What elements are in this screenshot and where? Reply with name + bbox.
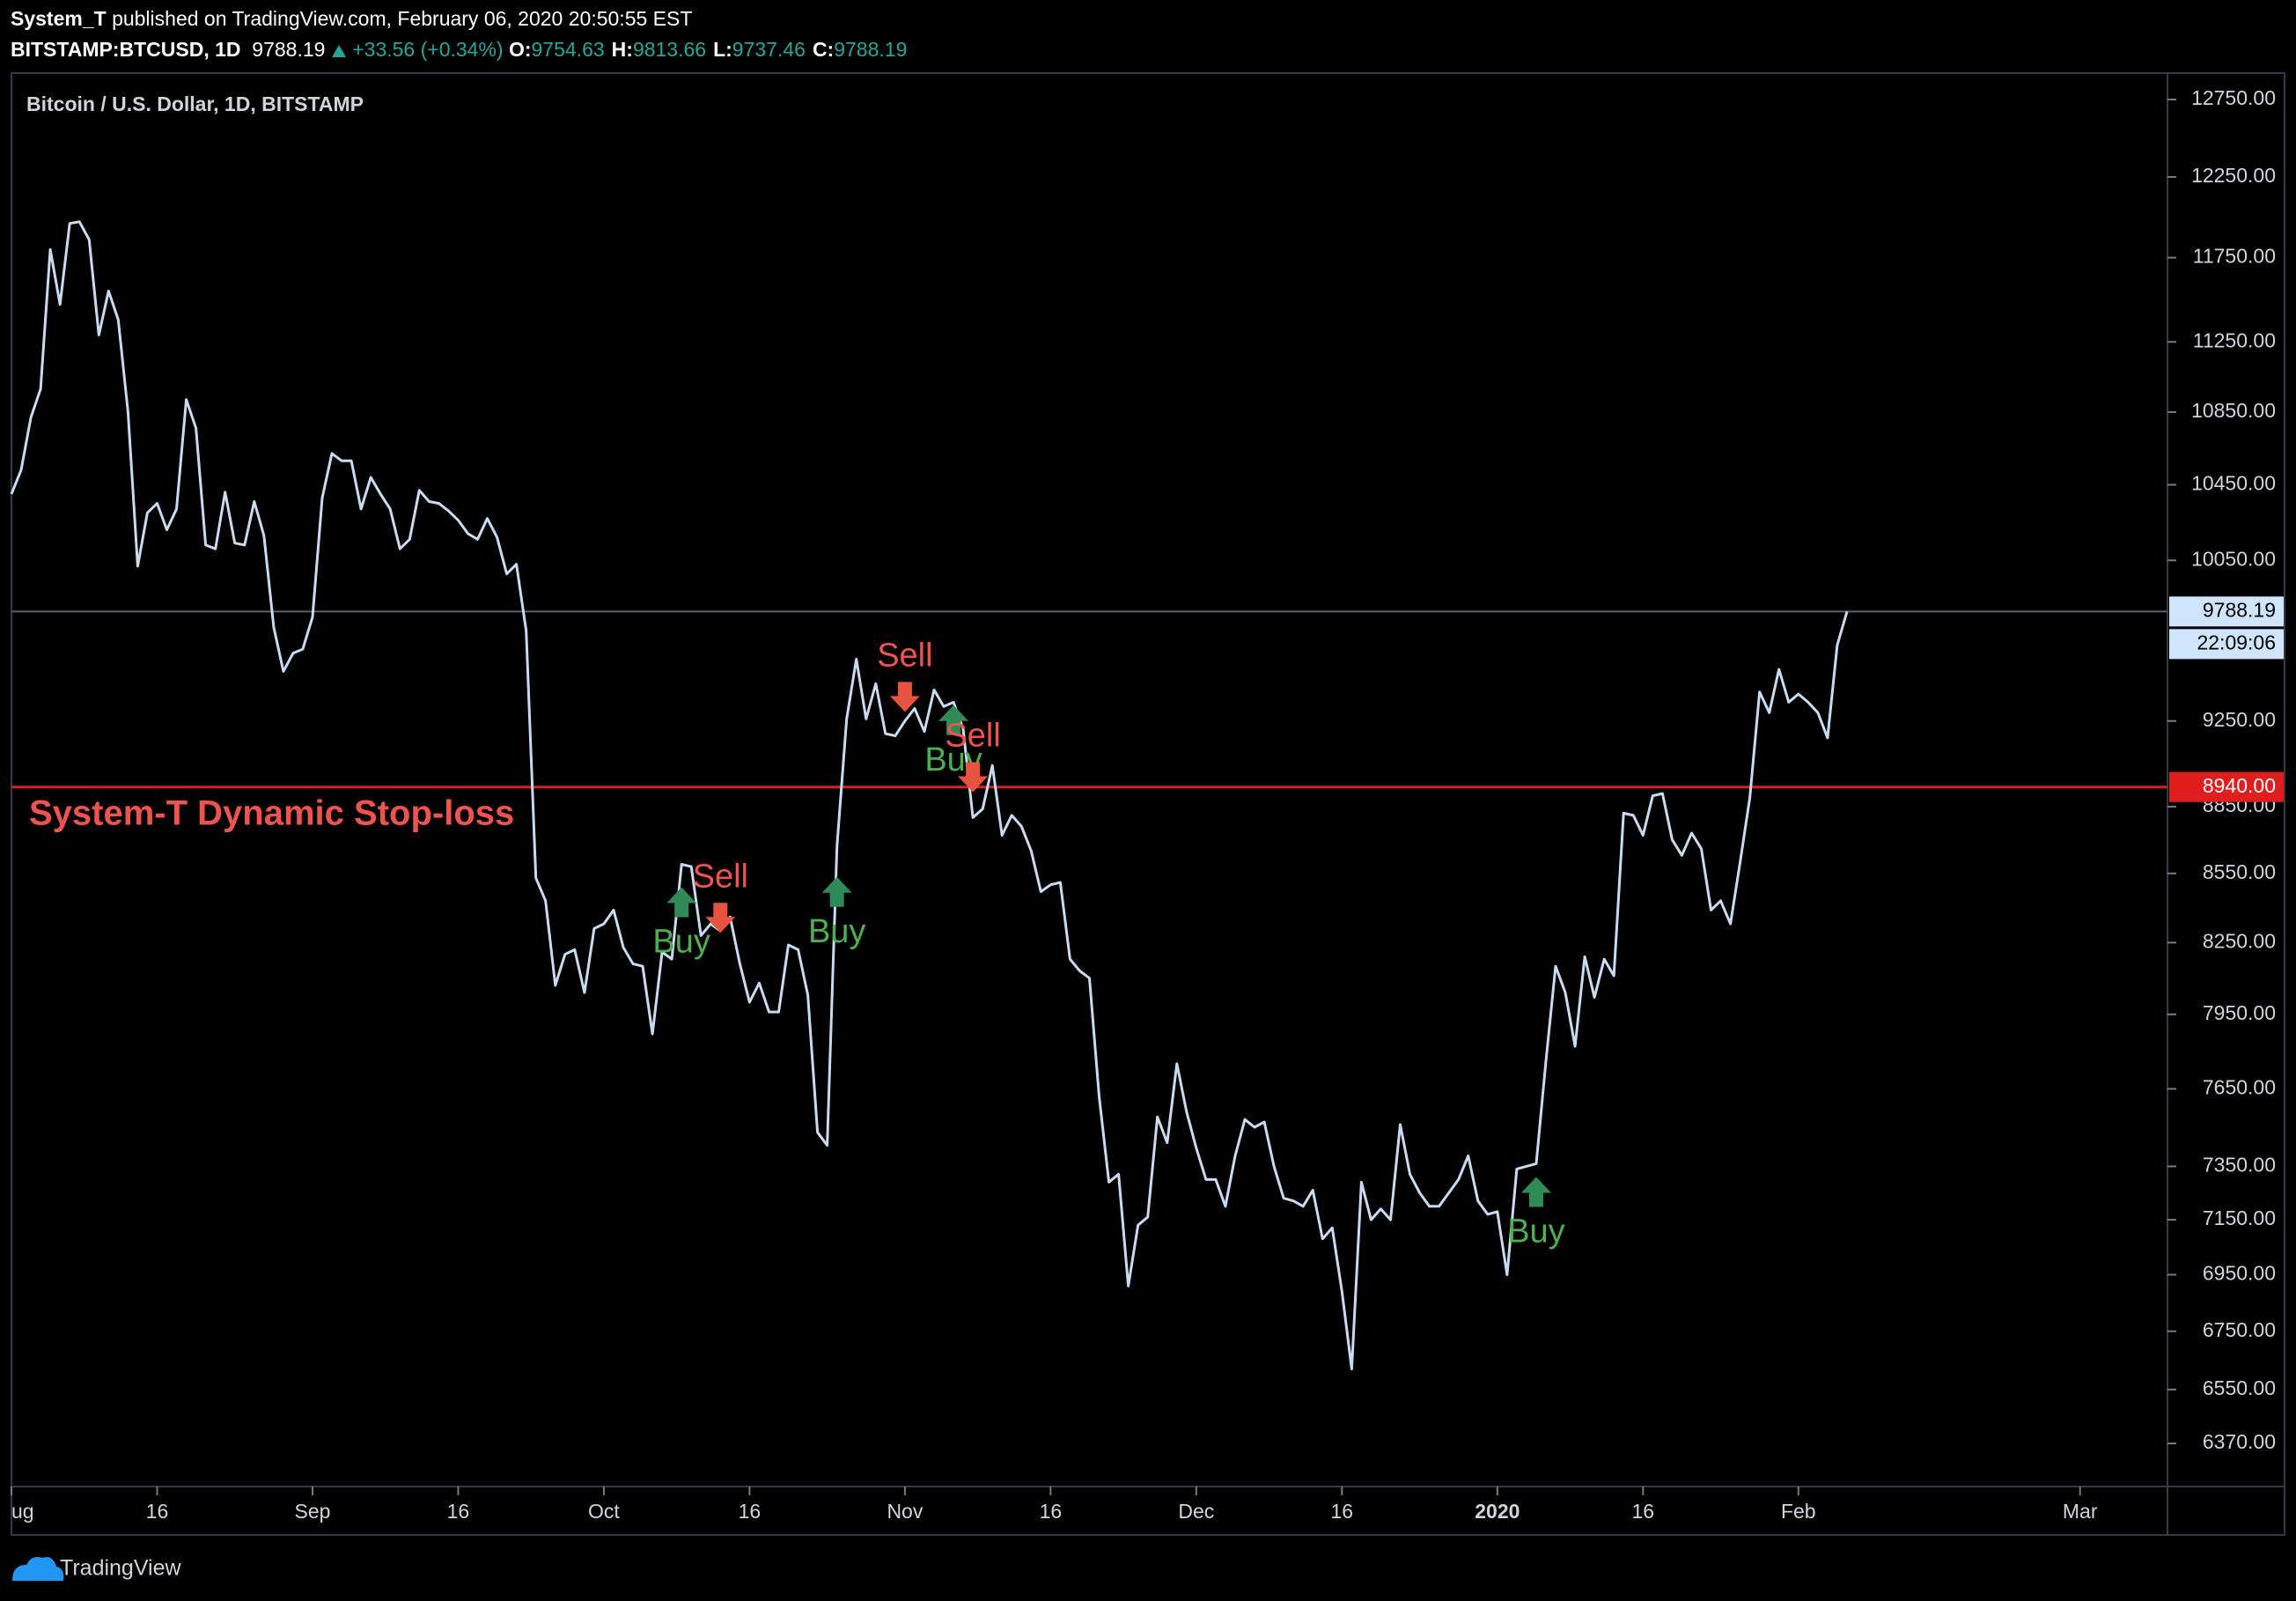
stop-loss-text: System-T Dynamic Stop-loss <box>29 793 514 832</box>
y-tick-label: 6950.00 <box>2203 1262 2276 1285</box>
signal-arrow <box>889 682 920 712</box>
last-price: 9788.19 <box>252 38 326 61</box>
x-tick-label: Oct <box>588 1500 620 1523</box>
y-tick-label: 10850.00 <box>2191 399 2276 422</box>
signal-label: Sell <box>693 858 748 895</box>
x-tick-label: Feb <box>1781 1500 1816 1523</box>
x-tick-label: Mar <box>2063 1500 2098 1523</box>
price-line <box>10 220 1849 1370</box>
ohlc-value: 9754.63 <box>531 38 605 61</box>
chart-title: Bitcoin / U.S. Dollar, 1D, BITSTAMP <box>26 92 364 115</box>
signal-arrow <box>705 903 736 933</box>
signal-arrow <box>958 762 989 793</box>
symbol: BITSTAMP:BTCUSD, 1D <box>11 38 241 61</box>
x-tick-label: Sep <box>295 1500 331 1523</box>
brand-name: TradingView <box>60 1556 182 1581</box>
signal-arrow <box>666 887 697 918</box>
countdown-box <box>2169 629 2284 660</box>
buy-signal: Buy <box>652 887 710 961</box>
symbol-line: BITSTAMP:BTCUSD, 1D 9788.19 +33.56 (+0.3… <box>11 38 914 62</box>
y-tick-label: 6370.00 <box>2203 1430 2276 1453</box>
stop-loss-label: 8940.00 <box>2203 774 2276 797</box>
x-tick-label: Dec <box>1178 1500 1214 1523</box>
sell-signal: Sell <box>877 637 933 712</box>
signal-label: Sell <box>877 637 932 674</box>
countdown-label: 22:09:06 <box>2197 631 2276 653</box>
signal-arrow <box>821 876 852 907</box>
y-tick-label: 12250.00 <box>2191 164 2276 187</box>
ohlc-value: 9813.66 <box>632 38 707 61</box>
x-tick-label: 16 <box>447 1500 470 1523</box>
last-price-box <box>2169 596 2284 627</box>
y-tick-label: 9250.00 <box>2203 708 2276 731</box>
signal-label: Buy <box>652 924 710 961</box>
publisher: System_T <box>11 7 107 30</box>
ohlc-value: 9788.19 <box>834 38 908 61</box>
sell-signal: Sell <box>945 717 1001 793</box>
y-tick-label: 8550.00 <box>2203 860 2276 883</box>
y-tick-label: 7350.00 <box>2203 1153 2276 1176</box>
y-tick-label: 10450.00 <box>2191 472 2276 495</box>
last-price-label: 9788.19 <box>2203 598 2276 621</box>
ohlc-label: C: <box>812 38 835 61</box>
signal-label: Buy <box>1507 1214 1564 1251</box>
brand: TradingView <box>12 1556 182 1581</box>
y-tick-label: 8250.00 <box>2203 929 2276 952</box>
y-tick-label: 11750.00 <box>2193 245 2276 268</box>
brand-logo <box>12 1557 64 1581</box>
y-tick-label: 7150.00 <box>2203 1206 2276 1229</box>
frame <box>11 72 2285 1536</box>
signal-label: Buy <box>808 913 865 950</box>
ohlc: O:9754.63 H:9813.66 L:9737.46 C:9788.19 <box>509 38 914 61</box>
x-tick-label: Nov <box>887 1500 923 1523</box>
y-tick-label: 10050.00 <box>2191 547 2276 570</box>
signal-label: Sell <box>945 717 1000 754</box>
x-tick-label: 16 <box>146 1500 169 1523</box>
signal-arrow <box>1520 1177 1551 1207</box>
stop-loss-box <box>2169 771 2284 802</box>
up-icon <box>331 44 346 57</box>
ohlc-label: L: <box>713 38 732 61</box>
y-tick-label: 7950.00 <box>2203 1001 2276 1024</box>
publish-line: System_T published on TradingView.com, F… <box>11 7 692 31</box>
x-tick-label: 2020 <box>1475 1500 1520 1523</box>
published: published on TradingView.com, February 0… <box>112 7 693 30</box>
x-tick-label: 16 <box>1632 1500 1655 1523</box>
ohlc-value: 9737.46 <box>732 38 806 61</box>
y-tick-label: 12750.00 <box>2191 86 2276 109</box>
buy-signal: Buy <box>1507 1177 1565 1251</box>
y-tick-label: 7650.00 <box>2203 1076 2276 1099</box>
signal-arrow <box>938 705 969 735</box>
change: +33.56 (+0.34%) <box>352 38 504 61</box>
x-tick-label: 16 <box>1040 1500 1063 1523</box>
x-tick-label: 16 <box>739 1500 762 1523</box>
y-tick-label: 6550.00 <box>2203 1376 2276 1399</box>
ohlc-label: H: <box>611 38 633 61</box>
ohlc-label: O: <box>508 38 532 61</box>
x-tick-label: 16 <box>1331 1500 1354 1523</box>
x-tick-label: ug <box>11 1500 34 1523</box>
sell-signal: Sell <box>693 858 748 933</box>
y-tick-label: 11250.00 <box>2193 328 2276 351</box>
y-tick-label: 6750.00 <box>2203 1318 2276 1341</box>
buy-signal: Buy <box>808 876 865 950</box>
